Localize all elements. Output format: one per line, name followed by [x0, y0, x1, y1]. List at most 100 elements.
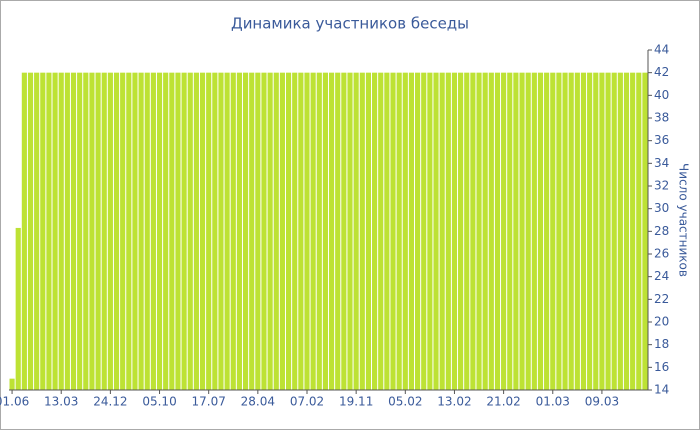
bar: [138, 72, 144, 391]
bar: [568, 72, 574, 391]
bar: [611, 72, 617, 391]
bar: [415, 72, 421, 391]
x-tick-label: 17.07: [192, 395, 226, 409]
x-tick-label: 24.12: [93, 395, 127, 409]
x-tick-label: 13.03: [44, 395, 78, 409]
y-tick-label: 34: [654, 156, 669, 170]
bar: [507, 72, 513, 391]
bar: [46, 72, 52, 391]
bar: [353, 72, 359, 391]
bar: [587, 72, 593, 391]
bar: [421, 72, 427, 391]
x-tick-label: 07.02: [290, 395, 324, 409]
bar: [34, 72, 40, 391]
bar: [470, 72, 476, 391]
bar: [525, 72, 531, 391]
y-tick-label: 18: [654, 337, 669, 351]
bar: [310, 72, 316, 391]
bar: [15, 227, 21, 390]
bar: [593, 72, 599, 391]
y-tick-label: 26: [654, 247, 669, 261]
bar: [482, 72, 488, 391]
y-tick-label: 24: [654, 269, 669, 283]
y-tick-label: 28: [654, 224, 669, 238]
x-tick-label: 28.04: [241, 395, 275, 409]
bar: [494, 72, 501, 391]
bar: [562, 72, 568, 391]
x-tick-label: 19.11: [339, 395, 373, 409]
bar: [488, 72, 494, 391]
bar: [316, 72, 322, 391]
bar: [451, 72, 458, 391]
bar: [544, 72, 550, 391]
bar: [501, 72, 507, 391]
bar: [390, 72, 396, 391]
bar: [150, 72, 156, 391]
bar: [236, 72, 242, 391]
bar: [372, 72, 378, 391]
bar: [445, 72, 451, 391]
bar: [617, 72, 623, 391]
bar: [427, 72, 433, 391]
bar: [58, 72, 64, 391]
bar: [144, 72, 150, 391]
y-tick-label: 14: [654, 383, 669, 397]
x-tick-label: 01.03: [536, 395, 570, 409]
bar: [630, 72, 636, 391]
bar: [64, 72, 70, 391]
bar: [605, 72, 611, 391]
y-tick-label: 42: [654, 65, 669, 79]
x-tick-label: 01.06: [0, 395, 29, 409]
bar: [285, 72, 292, 391]
bar: [40, 72, 46, 391]
chart-title: Динамика участников беседы: [231, 15, 469, 33]
y-tick-label: 22: [654, 292, 669, 306]
y-tick-label: 44: [654, 43, 669, 57]
bar: [77, 72, 83, 391]
bar: [298, 72, 304, 391]
y-axis-label: Число участников: [677, 163, 691, 277]
bar: [347, 72, 353, 391]
bar: [83, 72, 89, 391]
bar: [52, 72, 58, 391]
bar: [322, 72, 328, 391]
bar: [218, 72, 224, 391]
bar: [574, 72, 580, 391]
bar: [206, 72, 212, 391]
bar: [27, 72, 34, 391]
bar: [261, 72, 267, 391]
y-tick-label: 40: [654, 88, 669, 102]
bar: [113, 72, 120, 391]
bar: [163, 72, 169, 391]
bar: [384, 72, 390, 391]
bar: [156, 72, 163, 391]
bar: [224, 72, 230, 391]
bar: [402, 72, 408, 391]
bar: [70, 72, 77, 391]
bar: [464, 72, 470, 391]
bar: [169, 72, 175, 391]
bar: [21, 72, 27, 391]
bar: [636, 72, 642, 391]
bar: [242, 72, 249, 391]
bar: [255, 72, 261, 391]
y-tick-label: 16: [654, 360, 669, 374]
bar: [304, 72, 310, 391]
bar: [642, 72, 648, 391]
bar: [329, 72, 335, 391]
bar: [396, 72, 402, 391]
bar: [537, 72, 544, 391]
bar: [408, 72, 415, 391]
bar: [89, 72, 95, 391]
y-tick-label: 20: [654, 315, 669, 329]
bar: [249, 72, 255, 391]
x-tick-label: 13.02: [437, 395, 471, 409]
bar: [230, 72, 236, 391]
bar: [341, 72, 347, 391]
bar: [439, 72, 445, 391]
x-tick-label: 21.02: [486, 395, 520, 409]
bar: [181, 72, 187, 391]
bar: [476, 72, 482, 391]
bar: [580, 72, 587, 391]
